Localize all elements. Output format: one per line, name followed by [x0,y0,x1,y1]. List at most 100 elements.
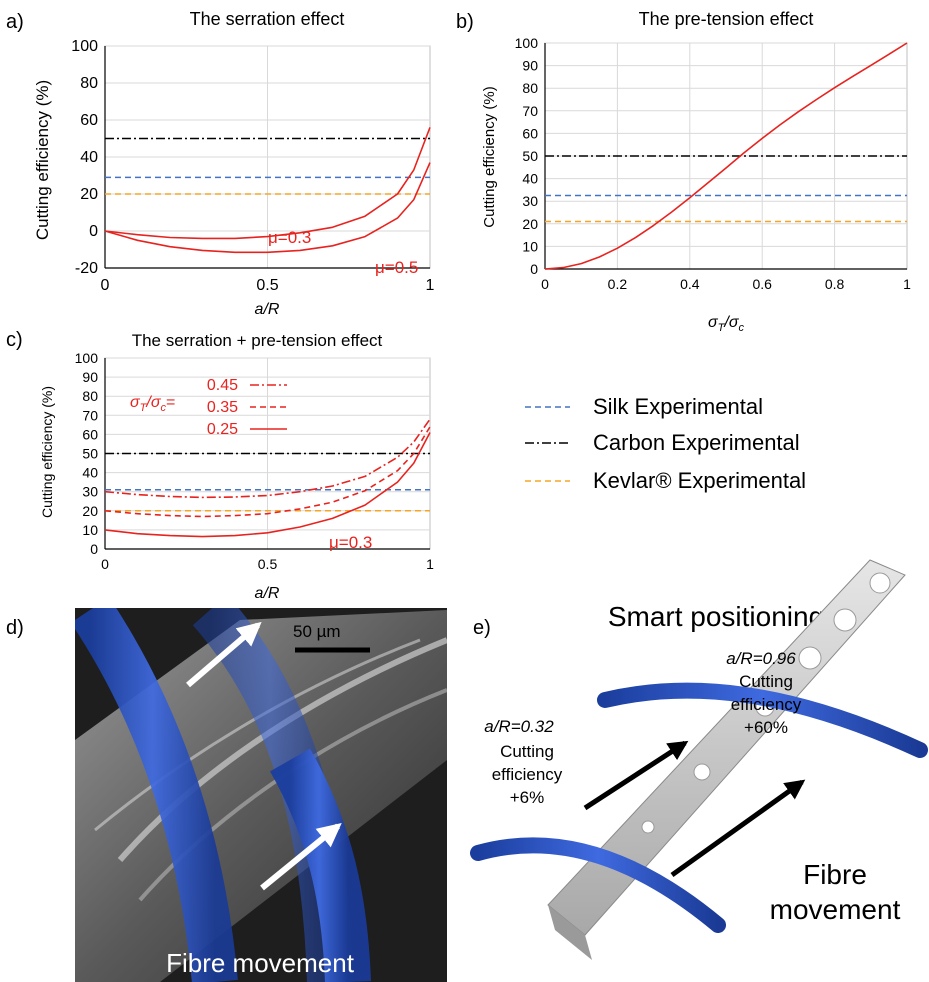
panel-b-title: The pre-tension effect [639,9,814,29]
scale-bar-label: 50 µm [293,622,341,641]
c-ytick-label: 70 [82,407,98,423]
b-ytick-label: 70 [522,103,538,119]
panel-c-legend-035: 0.35 [207,399,238,416]
fibre-left [75,608,238,982]
b-ytick-label: 30 [522,193,538,209]
b-ytick-label: 10 [522,238,538,254]
c-ytick-label: 60 [82,426,98,442]
panel-d-letter: d) [6,617,24,639]
b-xtick-label: 0.2 [608,276,628,292]
panel-b-plot: 0 10 20 30 40 50 60 70 80 90 100 0 0.2 0.4 0.6 0.8 1 [515,35,911,292]
a-series-line-0 [104,127,431,240]
fibre-left-e [470,837,726,933]
panel-a-letter: a) [6,11,24,33]
experimental-legend: Silk Experimental Carbon Experimental Ke… [525,394,806,493]
b-xtick-label: 0.4 [680,276,700,292]
sem-image [75,608,447,982]
panel-c-ylabel: Cutting efficiency (%) [39,386,55,518]
c-ytick-label: 100 [75,350,99,366]
panel-c-legend-prefix: σT/σc= [130,394,175,414]
c-ytick-label: 10 [82,522,98,538]
panel-d: d) 50 µm Fibre movement [6,608,447,982]
c-series-line-1 [104,426,431,518]
fibre-right-e [597,682,928,758]
panel-c-plot: 0 10 20 30 40 50 60 70 80 90 100 0 0.5 1 [75,350,434,572]
b-ytick-label: 80 [522,80,538,96]
panel-c-legend-045: 0.45 [207,377,238,394]
legend-carbon: Carbon Experimental [593,430,800,455]
c-ytick-label: 80 [82,388,98,404]
panel-a-xlabel: a/R [255,301,280,318]
b-ytick-label: 20 [522,216,538,232]
right-eff-2: efficiency [731,695,802,714]
panel-b: b) The pre-tension effect 01020304050607… [456,9,911,334]
movement-arrow-e-2 [670,779,806,878]
panel-b-ylabel: Cutting efficiency (%) [481,86,498,227]
a-ytick-label: 20 [80,186,98,203]
movement-arrow-e-1 [583,740,689,811]
right-ratio-label: a/R=0.96 [726,649,796,668]
c-ytick-label: 50 [82,446,98,462]
panel-b-letter: b) [456,11,474,33]
a-xtick-label: 0 [101,277,110,294]
b-series-line-0 [544,42,908,270]
panel-c-letter: c) [6,329,23,351]
b-ytick-label: 0 [530,261,538,277]
annotation-mu-03-a: μ=0.3 [268,228,311,247]
c-series-line-2 [104,432,431,538]
panel-d-caption: Fibre movement [166,948,355,978]
panel-a: a) The serration effect -200204060801000… [6,9,435,318]
b-ytick-label: 50 [522,148,538,164]
a-series-line-1 [104,162,431,254]
panel-c: c) The serration + pre-tension effect 0 1… [6,329,434,602]
a-ytick-label: -20 [75,260,98,277]
panel-a-title: The serration effect [190,9,345,29]
blade-edge [548,905,592,960]
panel-e-title: Smart positioning [608,601,824,632]
a-ytick-label: 0 [89,223,98,240]
a-ytick-label: 80 [80,75,98,92]
c-ytick-label: 90 [82,369,98,385]
panel-c-title: The serration + pre-tension effect [132,331,383,350]
panel-b-xlabel: σT/σc [708,314,744,334]
b-ytick-label: 90 [522,58,538,74]
c-ytick-label: 0 [90,541,98,557]
c-series-line-0 [104,418,431,499]
movement-arrow-1 [186,621,262,688]
b-ytick-label: 60 [522,125,538,141]
annotation-mu-05-a: μ=0.5 [375,258,418,277]
movement-arrow-2 [260,822,342,891]
movement-label-2: movement [770,894,901,925]
left-eff-1: Cutting [500,742,554,761]
movement-label-1: Fibre [803,859,867,890]
legend-silk: Silk Experimental [593,394,763,419]
c-ytick-label: 30 [82,484,98,500]
panel-c-legend-025: 0.25 [207,421,238,438]
c-ytick-label: 20 [82,503,98,519]
panel-a-ylabel: Cutting efficiency (%) [33,80,52,240]
b-xtick-label: 0 [541,276,549,292]
panel-e-letter: e) [473,617,491,639]
a-xtick-label: 1 [426,277,435,294]
left-eff-2: efficiency [492,765,563,784]
b-xtick-label: 0.8 [825,276,845,292]
b-ytick-label: 40 [522,171,538,187]
c-xtick-label: 1 [426,556,434,572]
a-ytick-label: 60 [80,112,98,129]
panel-e: e) Smart positioning a/R=0.32 Cutting ef… [470,559,928,960]
fibre-right [269,748,371,982]
annotation-mu-03-c: μ=0.3 [329,533,372,552]
right-eff-1: Cutting [739,672,793,691]
left-ratio-label: a/R=0.32 [484,717,554,736]
b-xtick-label: 1 [903,276,911,292]
b-xtick-label: 0.6 [752,276,772,292]
c-xtick-label: 0.5 [258,556,278,572]
a-ytick-label: 100 [71,38,98,55]
right-eff-3: +60% [744,718,788,737]
panel-c-xlabel: a/R [255,585,280,602]
c-ytick-label: 40 [82,465,98,481]
a-xtick-label: 0.5 [256,277,278,294]
legend-kevlar: Kevlar® Experimental [593,468,806,493]
